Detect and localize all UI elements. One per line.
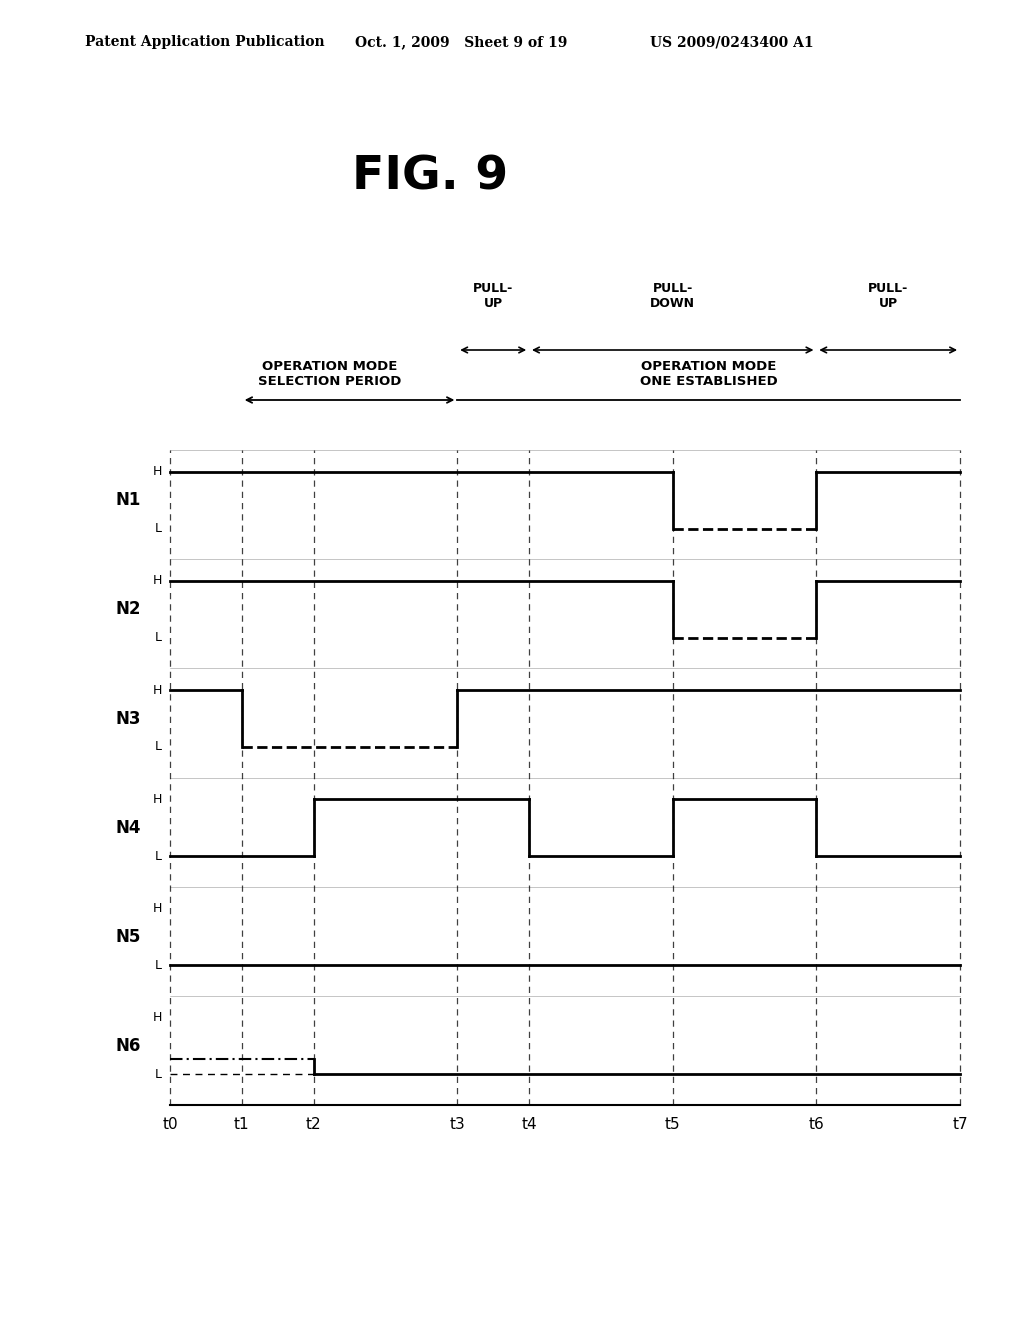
Text: PULL-
DOWN: PULL- DOWN <box>650 282 695 310</box>
Text: L: L <box>155 958 162 972</box>
Text: L: L <box>155 631 162 644</box>
Text: t7: t7 <box>952 1117 968 1133</box>
Text: t2: t2 <box>306 1117 322 1133</box>
Text: PULL-
UP: PULL- UP <box>473 282 513 310</box>
Text: Patent Application Publication: Patent Application Publication <box>85 36 325 49</box>
Text: t3: t3 <box>450 1117 465 1133</box>
Text: H: H <box>153 1011 162 1024</box>
Text: H: H <box>153 574 162 587</box>
Text: t1: t1 <box>234 1117 250 1133</box>
Text: H: H <box>153 902 162 915</box>
Text: OPERATION MODE
ONE ESTABLISHED: OPERATION MODE ONE ESTABLISHED <box>640 360 777 388</box>
Text: N5: N5 <box>116 928 140 946</box>
Text: H: H <box>153 466 162 478</box>
Text: N4: N4 <box>116 818 140 837</box>
Text: L: L <box>155 1068 162 1081</box>
Text: t6: t6 <box>809 1117 824 1133</box>
Text: L: L <box>155 523 162 535</box>
Text: t0: t0 <box>162 1117 178 1133</box>
Text: FIG. 9: FIG. 9 <box>352 154 508 201</box>
Text: PULL-
UP: PULL- UP <box>868 282 908 310</box>
Text: Oct. 1, 2009   Sheet 9 of 19: Oct. 1, 2009 Sheet 9 of 19 <box>355 36 567 49</box>
Text: N2: N2 <box>116 601 140 618</box>
Text: L: L <box>155 741 162 754</box>
Text: t4: t4 <box>521 1117 537 1133</box>
Text: US 2009/0243400 A1: US 2009/0243400 A1 <box>650 36 814 49</box>
Text: L: L <box>155 850 162 862</box>
Text: N6: N6 <box>116 1038 140 1055</box>
Text: t5: t5 <box>665 1117 681 1133</box>
Text: N3: N3 <box>116 710 140 727</box>
Text: N1: N1 <box>116 491 140 510</box>
Text: OPERATION MODE
SELECTION PERIOD: OPERATION MODE SELECTION PERIOD <box>258 360 401 388</box>
Text: H: H <box>153 793 162 805</box>
Text: H: H <box>153 684 162 697</box>
